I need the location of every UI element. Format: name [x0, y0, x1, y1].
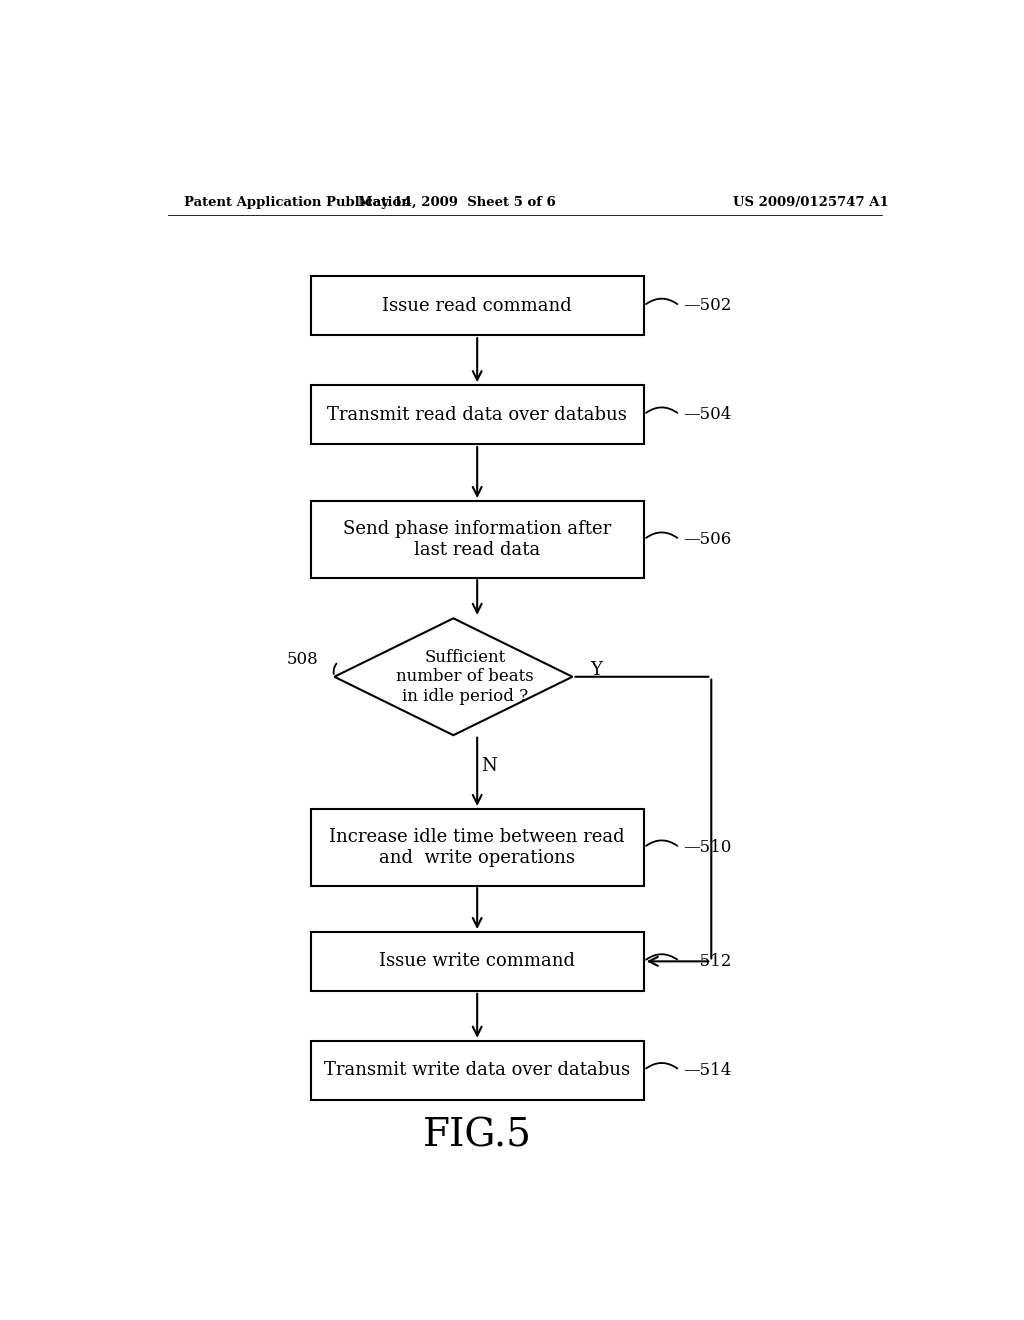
Text: Sufficient
number of beats
in idle period ?: Sufficient number of beats in idle perio…	[396, 648, 535, 705]
FancyBboxPatch shape	[310, 385, 644, 444]
Text: —502: —502	[684, 297, 732, 314]
Text: Issue write command: Issue write command	[379, 952, 575, 970]
Text: 508: 508	[287, 651, 318, 668]
Text: Patent Application Publication: Patent Application Publication	[183, 195, 411, 209]
Text: Transmit read data over databus: Transmit read data over databus	[328, 405, 627, 424]
Text: US 2009/0125747 A1: US 2009/0125747 A1	[732, 195, 889, 209]
Text: —510: —510	[684, 840, 732, 855]
Text: —506: —506	[684, 531, 732, 548]
FancyBboxPatch shape	[310, 502, 644, 578]
FancyBboxPatch shape	[310, 932, 644, 991]
Text: Send phase information after
last read data: Send phase information after last read d…	[343, 520, 611, 558]
Text: FIG.5: FIG.5	[423, 1118, 531, 1155]
Text: —514: —514	[684, 1061, 732, 1078]
Text: N: N	[481, 758, 497, 775]
FancyBboxPatch shape	[310, 1040, 644, 1100]
Text: —512: —512	[684, 953, 732, 970]
Text: Transmit write data over databus: Transmit write data over databus	[325, 1061, 630, 1080]
Polygon shape	[334, 618, 572, 735]
Text: —504: —504	[684, 407, 732, 422]
Text: Y: Y	[590, 660, 602, 678]
Text: Increase idle time between read
and  write operations: Increase idle time between read and writ…	[330, 828, 625, 867]
FancyBboxPatch shape	[310, 276, 644, 335]
Text: Issue read command: Issue read command	[382, 297, 572, 314]
FancyBboxPatch shape	[310, 809, 644, 886]
Text: May 14, 2009  Sheet 5 of 6: May 14, 2009 Sheet 5 of 6	[358, 195, 556, 209]
